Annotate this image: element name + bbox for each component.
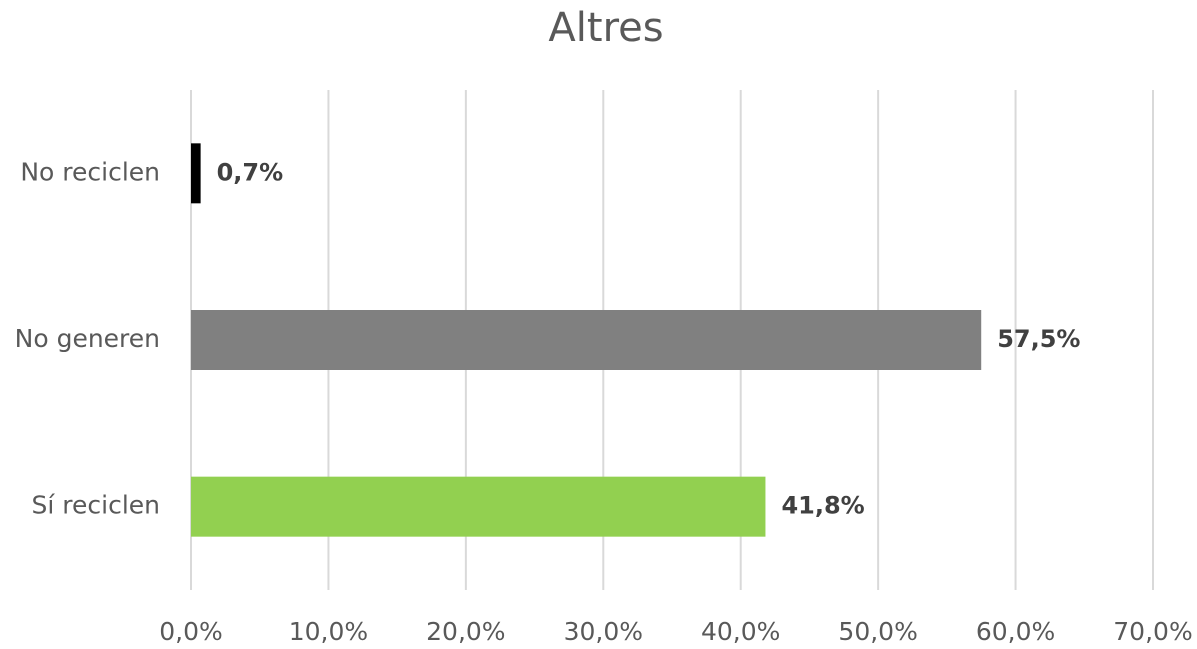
data-label: 0,7% xyxy=(217,158,284,186)
category-label: Sí reciclen xyxy=(32,491,160,520)
data-label: 57,5% xyxy=(997,325,1080,353)
chart-title: Altres xyxy=(548,5,663,51)
x-tick-label: 30,0% xyxy=(564,617,643,646)
bar xyxy=(191,143,201,204)
x-tick-label: 10,0% xyxy=(289,617,368,646)
category-label: No generen xyxy=(15,324,160,353)
x-tick-label: 0,0% xyxy=(159,617,223,646)
x-tick-label: 20,0% xyxy=(426,617,505,646)
bar xyxy=(191,476,766,537)
data-label: 41,8% xyxy=(781,492,864,520)
bar xyxy=(191,310,982,370)
x-tick-label: 50,0% xyxy=(838,617,917,646)
x-tick-label: 60,0% xyxy=(976,617,1055,646)
x-tick-label: 40,0% xyxy=(701,617,780,646)
x-tick-label: 70,0% xyxy=(1113,617,1192,646)
category-label: No reciclen xyxy=(20,157,160,186)
